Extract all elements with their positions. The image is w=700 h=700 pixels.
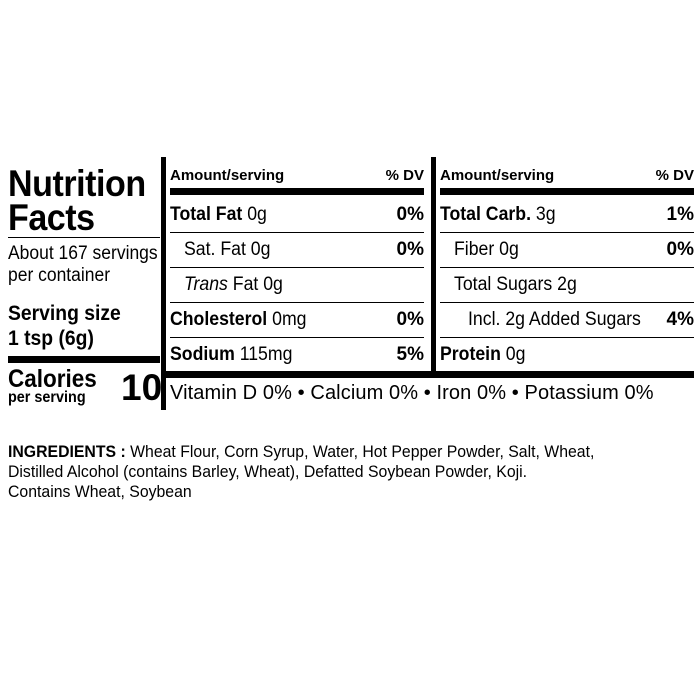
divider bbox=[170, 337, 424, 338]
nutrient-row: Sat. Fat 0g 0% bbox=[170, 233, 424, 267]
nutrient-dv: 0% bbox=[396, 204, 424, 225]
divider bbox=[170, 232, 424, 233]
divider bbox=[170, 302, 424, 303]
panel-title: Nutrition Facts bbox=[8, 163, 158, 238]
column-divider bbox=[431, 157, 436, 373]
nutrient-amount: 0g bbox=[247, 204, 267, 225]
servings-line-2: per container bbox=[8, 265, 111, 286]
nutrient-dv: 4% bbox=[666, 309, 694, 330]
calories-label: Calories bbox=[8, 365, 97, 393]
nutrient-row: Cholesterol 0mg 0% bbox=[170, 303, 424, 337]
ingredients-statement: INGREDIENTS : Wheat Flour, Corn Syrup, W… bbox=[8, 442, 640, 502]
nutrient-name: Sodium bbox=[170, 344, 235, 365]
header-dv: % DV bbox=[655, 167, 694, 184]
nutrient-amount: 2g bbox=[557, 274, 577, 295]
divider-thick bbox=[440, 188, 694, 195]
ingredients-text-1: Wheat Flour, Corn Syrup, Water, Hot Pepp… bbox=[130, 442, 595, 461]
nutrient-name: Incl. 2g Added Sugars bbox=[468, 309, 641, 330]
divider-thick bbox=[8, 356, 160, 363]
serving-size: Serving size 1 tsp (6g) bbox=[8, 301, 121, 351]
nutrient-name: Total Sugars bbox=[454, 274, 553, 295]
nutrient-name: Sat. Fat bbox=[184, 239, 246, 260]
servings-per-container: About 167 servings per container bbox=[8, 243, 158, 287]
nutrient-row: Total Carb. 3g 1% bbox=[440, 198, 694, 232]
header-dv: % DV bbox=[385, 167, 424, 184]
title-line-1: Nutrition bbox=[8, 163, 146, 204]
header-amount: Amount/serving bbox=[440, 167, 555, 184]
divider bbox=[170, 267, 424, 268]
nutrient-amount: 3g bbox=[535, 204, 556, 225]
ingredients-text-2: Distilled Alcohol (contains Barley, Whea… bbox=[8, 462, 528, 481]
nutrient-dv: 0% bbox=[666, 239, 694, 260]
ingredients-label: INGREDIENTS : bbox=[8, 442, 126, 461]
divider bbox=[440, 337, 694, 338]
nutrient-name: Protein bbox=[440, 344, 501, 365]
divider bbox=[8, 237, 160, 238]
divider-thick bbox=[170, 188, 424, 195]
nutrient-dv: 1% bbox=[666, 204, 694, 225]
nutrient-row: Total Fat 0g 0% bbox=[170, 198, 424, 232]
nutrient-name: Fiber bbox=[454, 239, 495, 260]
nutrient-row: Total Sugars 2g bbox=[440, 268, 694, 302]
divider-thick bbox=[166, 371, 694, 378]
vertical-divider bbox=[161, 157, 166, 410]
ingredients-text-3: Contains Wheat, Soybean bbox=[8, 482, 192, 501]
serving-size-line-1: Serving size bbox=[8, 302, 121, 325]
nutrient-row: Protein 0g bbox=[440, 338, 694, 372]
nutrient-name: Cholesterol bbox=[170, 309, 268, 330]
nutrient-amount: 0g bbox=[250, 239, 271, 260]
servings-line-1: About 167 servings bbox=[8, 243, 158, 264]
header-amount: Amount/serving bbox=[170, 167, 285, 184]
nutrient-name: Total Carb. bbox=[440, 204, 531, 225]
nutrient-row: Trans Fat 0g bbox=[170, 268, 424, 302]
divider bbox=[440, 267, 694, 268]
nutrient-amount: 0g bbox=[263, 274, 283, 295]
column-header: Amount/serving % DV bbox=[170, 167, 424, 187]
divider bbox=[440, 232, 694, 233]
calories-value: 10 bbox=[121, 367, 163, 408]
nutrient-row: Incl. 2g Added Sugars 4% bbox=[440, 303, 694, 337]
calories-sub-label: per serving bbox=[8, 389, 86, 406]
nutrient-amount: 0g bbox=[505, 344, 526, 365]
title-line-2: Facts bbox=[8, 197, 95, 238]
serving-size-line-2: 1 tsp (6g) bbox=[8, 327, 94, 350]
divider bbox=[440, 302, 694, 303]
nutrient-name: Trans bbox=[184, 274, 228, 295]
nutrient-dv: 0% bbox=[396, 239, 424, 260]
nutrient-dv: 5% bbox=[396, 344, 424, 365]
nutrient-name-suffix: Fat bbox=[232, 274, 259, 295]
nutrient-amount: 0mg bbox=[272, 309, 307, 330]
nutrient-name: Total Fat bbox=[170, 204, 243, 225]
nutrient-row: Fiber 0g 0% bbox=[440, 233, 694, 267]
vitamins-minerals: Vitamin D 0% • Calcium 0% • Iron 0% • Po… bbox=[170, 382, 654, 404]
nutrition-facts-panel: Nutrition Facts About 167 servings per c… bbox=[4, 155, 694, 415]
nutrient-row: Sodium 115mg 5% bbox=[170, 338, 424, 372]
nutrient-amount: 115mg bbox=[239, 344, 293, 365]
column-header: Amount/serving % DV bbox=[440, 167, 694, 187]
nutrient-amount: 0g bbox=[499, 239, 519, 260]
nutrient-dv: 0% bbox=[396, 309, 424, 330]
